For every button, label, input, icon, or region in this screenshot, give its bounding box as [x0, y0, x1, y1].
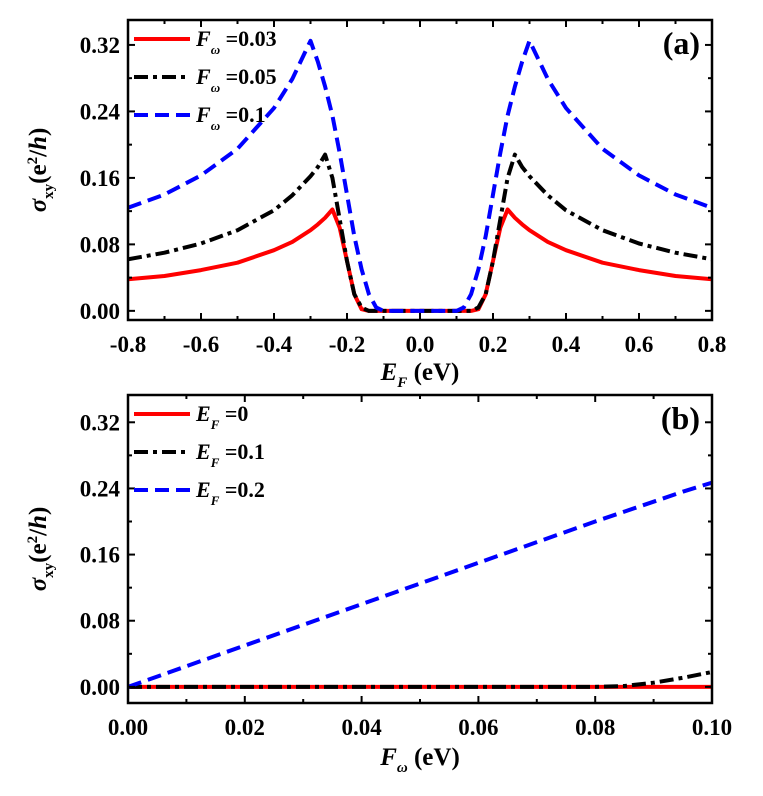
y-axis-label: σxy(e2/h): [25, 128, 57, 213]
y-tick-label: 0.16: [80, 166, 120, 191]
legend-label-2: Fω =0.1: [195, 102, 266, 133]
x-tick-label: -0.8: [110, 332, 146, 357]
x-label-sub: F: [396, 375, 407, 391]
x-tick-label: 0.10: [692, 715, 732, 740]
y-label-close: ): [25, 507, 52, 515]
panel-b: 0.00 0.02 0.04 0.06 0.08 0.10 0.00 0.08 0.16 0.24…: [25, 393, 732, 776]
y-label-sup: 2: [25, 157, 41, 165]
y-label-unit: (e: [25, 164, 52, 183]
legend-main: E: [195, 477, 211, 502]
x-tick-label: -0.2: [329, 332, 365, 357]
plot-frame: [126, 18, 714, 322]
x-tick-label: 0.4: [552, 332, 581, 357]
legend-value: =0.2: [219, 477, 265, 502]
x-label-main: E: [380, 359, 398, 386]
x-tick-label: -0.6: [183, 332, 219, 357]
x-tick-label: 0.02: [225, 715, 265, 740]
y-label-unit: (e: [25, 543, 52, 562]
y-label-h: h: [25, 515, 52, 529]
y-tick-label: 0.24: [80, 99, 121, 124]
y-label-sub: xy: [41, 183, 57, 199]
legend-value: =0.03: [220, 26, 277, 51]
legend-sub: ω: [211, 118, 220, 133]
y-tick-label: 0.00: [80, 675, 120, 700]
x-tick-label: 0.2: [479, 332, 508, 357]
x-tick-label: -0.4: [256, 332, 293, 357]
y-tick-label: 0.16: [80, 543, 120, 568]
x-label-unit: (eV): [408, 744, 460, 771]
legend-sub: F: [210, 493, 220, 508]
legend-value: =0.05: [220, 64, 277, 89]
x-tick-label: 0.06: [458, 715, 498, 740]
legend-main: F: [195, 102, 211, 127]
panel-a: -0.8 -0.6 -0.4 -0.2 0.0 0.2 0.4 0.6 0.8 0.00 0.08 0…: [25, 18, 727, 391]
x-tick-label: 0.00: [108, 715, 148, 740]
x-label-sub: ω: [397, 760, 408, 776]
y-label-slash: /: [25, 528, 52, 537]
legend-sub: ω: [211, 80, 220, 95]
legend-main: F: [195, 26, 211, 51]
y-tick-label: 0.08: [80, 232, 120, 257]
y-tick-label: 0.00: [80, 299, 120, 324]
legend-label-1: EF =0.1: [195, 439, 265, 470]
panel-label: (b): [661, 400, 700, 436]
panel-label: (a): [663, 25, 700, 61]
legend-label-0: Fω =0.03: [195, 26, 277, 57]
y-label-sup: 2: [25, 536, 41, 544]
y-label-slash: /: [25, 149, 52, 158]
series-line-1: [128, 670, 712, 689]
series-line-0: [128, 207, 712, 313]
legend-label-2: EF =0.2: [195, 477, 265, 508]
y-label-sub: xy: [41, 562, 57, 578]
x-axis-label: EF (eV): [380, 359, 460, 391]
y-label-main: σ: [25, 197, 52, 212]
x-axis-label: Fω (eV): [379, 744, 460, 776]
x-tick-label: 0.8: [698, 332, 727, 357]
legend-sub: F: [210, 455, 220, 470]
series-line-2: [128, 38, 712, 313]
y-tick-label: 0.32: [80, 410, 120, 435]
x-label-unit: (eV): [407, 359, 459, 386]
y-label-h: h: [25, 136, 52, 150]
legend-value: =0.1: [219, 439, 265, 464]
x-tick-label: 0.0: [406, 332, 435, 357]
legend-value: =0: [219, 401, 248, 426]
x-label-main: F: [379, 744, 397, 771]
legend-main: F: [195, 64, 211, 89]
legend-sub: F: [210, 417, 220, 432]
series-line-1: [128, 152, 712, 313]
legend-label-1: Fω =0.05: [195, 64, 277, 95]
x-tick-label: 0.6: [625, 332, 654, 357]
y-label-close: ): [25, 128, 52, 136]
legend: EF =0EF =0.1EF =0.2: [134, 401, 265, 508]
y-axis-label: σxy(e2/h): [25, 507, 57, 592]
legend-value: =0.1: [220, 102, 266, 127]
y-tick-label: 0.32: [80, 33, 120, 58]
legend-label-0: EF =0: [195, 401, 248, 432]
x-tick-label: 0.08: [575, 715, 615, 740]
legend-sub: ω: [211, 42, 220, 57]
y-tick-label: 0.08: [80, 609, 120, 634]
y-label-main: σ: [25, 576, 52, 591]
legend-main: E: [195, 439, 211, 464]
legend-main: E: [195, 401, 211, 426]
series-line-2: [128, 480, 712, 689]
x-tick-label: 0.04: [341, 715, 382, 740]
y-tick-label: 0.24: [80, 476, 121, 501]
